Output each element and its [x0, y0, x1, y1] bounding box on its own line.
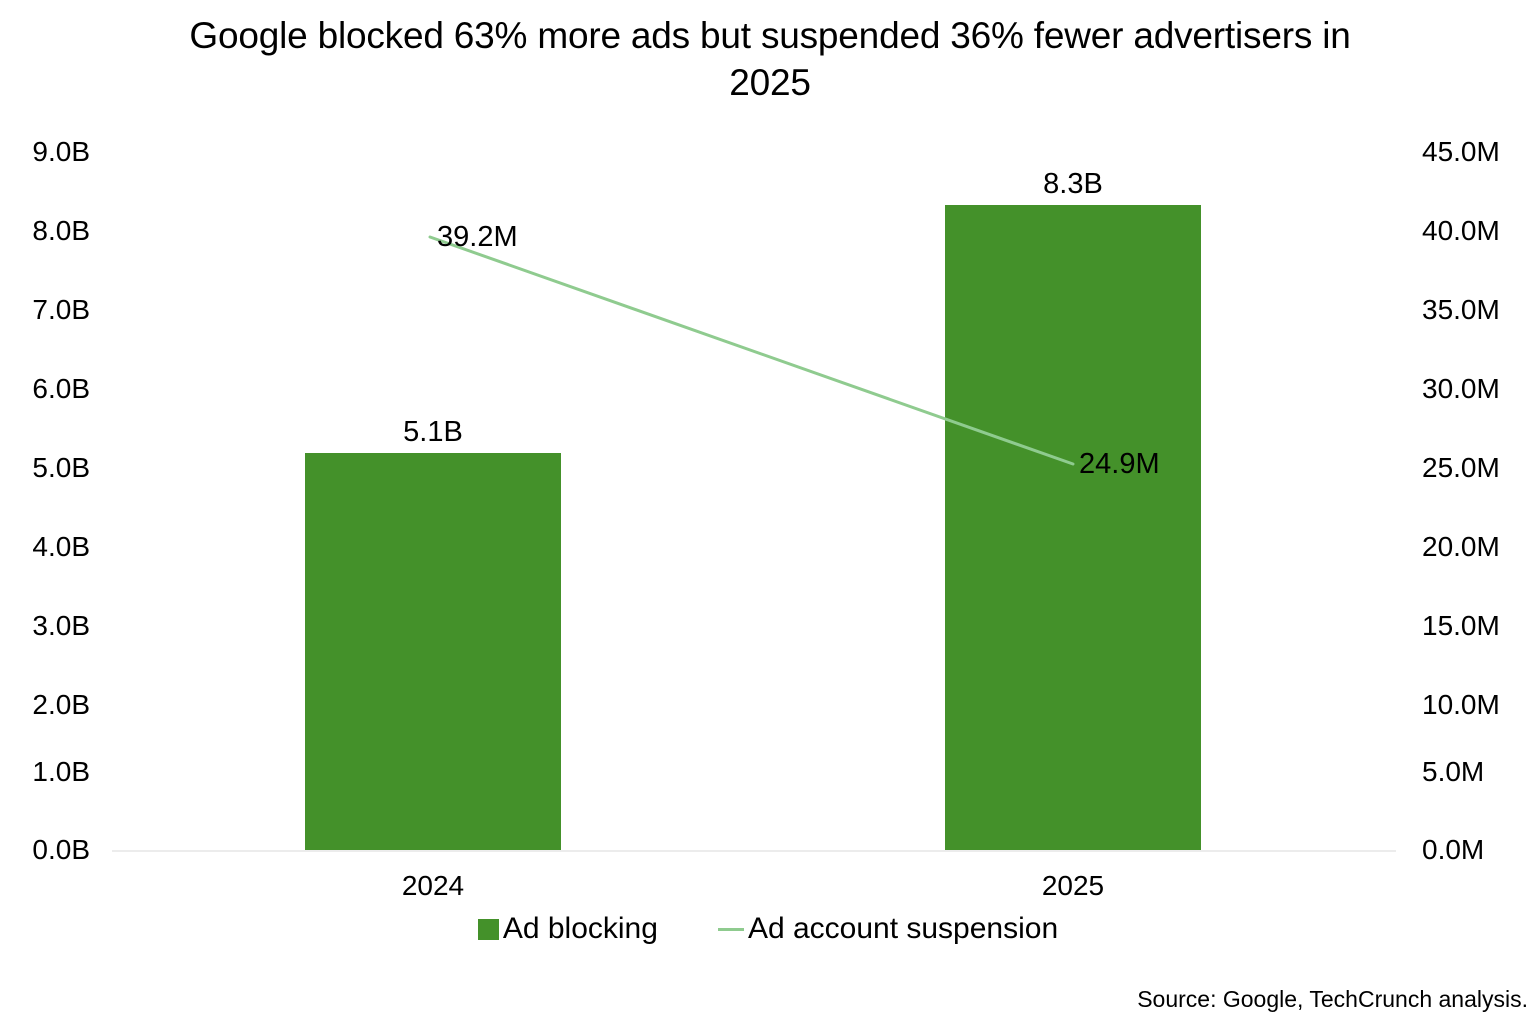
- chart-legend: Ad blocking Ad account suspension: [0, 912, 1536, 946]
- right-axis-tick-0: 0.0M: [1422, 834, 1485, 865]
- right-axis-tick-35: 35.0M: [1422, 294, 1500, 325]
- right-axis-tick-30: 30.0M: [1422, 373, 1500, 404]
- left-axis-tick-7: 7.0B: [32, 294, 90, 325]
- chart-title: Google blocked 63% more ads but suspende…: [189, 15, 1351, 103]
- source-note: Source: Google, TechCrunch analysis.: [1137, 986, 1528, 1012]
- left-axis-tick-6: 6.0B: [32, 373, 90, 404]
- legend-line-icon: [717, 927, 744, 931]
- right-axis-tick-25: 25.0M: [1422, 452, 1500, 483]
- x-axis-line: [112, 850, 1396, 852]
- left-axis-tick-1: 1.0B: [32, 756, 90, 787]
- bar-value-2024: 5.1B: [403, 416, 463, 448]
- right-axis-tick-15: 15.0M: [1422, 610, 1500, 641]
- category-label-2025: 2025: [1041, 870, 1105, 901]
- legend-item-ad-blocking[interactable]: Ad blocking: [477, 912, 658, 946]
- point-value-2025: 24.9M: [1079, 448, 1160, 480]
- left-axis-tick-9: 9.0B: [32, 136, 90, 167]
- left-axis-tick-8: 8.0B: [32, 215, 90, 246]
- category-label-2024: 2024: [401, 870, 465, 901]
- left-axis-tick-0: 0.0B: [32, 834, 90, 865]
- legend-label-ad-blocking: Ad blocking: [502, 912, 658, 945]
- bar-2025-ad-blocking[interactable]: [945, 205, 1201, 850]
- legend-square-icon: [477, 918, 499, 940]
- left-axis-tick-5: 5.0B: [32, 452, 90, 483]
- right-axis-tick-40: 40.0M: [1422, 215, 1500, 246]
- bar-2024-ad-blocking[interactable]: [305, 453, 561, 850]
- right-axis-tick-20: 20.0M: [1422, 531, 1500, 562]
- left-axis-tick-3: 3.0B: [32, 610, 90, 641]
- left-axis-tick-2: 2.0B: [32, 689, 90, 720]
- point-value-2024: 39.2M: [437, 221, 518, 253]
- legend-item-ad-account-suspension[interactable]: Ad account suspension: [717, 912, 1059, 946]
- right-axis-tick-5: 5.0M: [1422, 756, 1485, 787]
- bar-value-2025: 8.3B: [1043, 168, 1103, 200]
- right-axis-tick-45: 45.0M: [1422, 136, 1500, 167]
- right-axis-tick-10: 10.0M: [1422, 689, 1500, 720]
- left-axis-tick-4: 4.0B: [32, 531, 90, 562]
- legend-label-ad-account-suspension: Ad account suspension: [747, 912, 1059, 945]
